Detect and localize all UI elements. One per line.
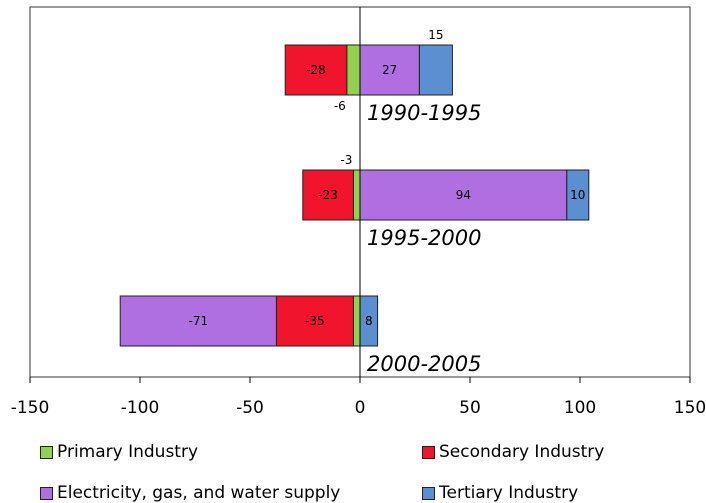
legend-item-primary-industry: Primary Industry (40, 442, 198, 462)
data-label-secondary-industry-1995-2000: -23 (318, 188, 338, 202)
x-tick-label--100: -100 (121, 398, 160, 418)
bar-secondary-industry-2000-2005 (275, 295, 354, 347)
legend-label-primary-industry: Primary Industry (57, 442, 199, 462)
bar-primary-industry-2000-2005 (352, 295, 361, 347)
bar-tertiary-industry-1995-2000 (566, 169, 590, 221)
data-label-tertiary-industry-1995-2000: 10 (570, 188, 585, 202)
category-label-2000-2005: 2000-2005 (367, 352, 481, 376)
legend-label-tertiary-industry: Tertiary Industry (439, 483, 579, 503)
legend-swatch-secondary-industry (422, 445, 435, 459)
bar-primary-industry-1995-2000 (352, 169, 361, 221)
chart-plot: -6 -28 27 15 1990-1995 -3 -23 94 10 1995-2000 -35 -… (11, 6, 706, 418)
data-label-tertiary-industry-1990-1995: 15 (428, 28, 443, 42)
data-label-electricity-gas-and-water-supply-1995-2000: 94 (456, 188, 471, 202)
legend-label-electricity-gas-water: Electricity, gas, and water supply (57, 483, 341, 503)
x-tick-label-100: 100 (564, 398, 596, 418)
x-tick-label-0: 0 (355, 398, 366, 418)
data-label-primary-industry-1990-1995: -6 (334, 99, 346, 113)
legend-item-secondary-industry: Secondary Industry (422, 442, 604, 462)
bar-electricity-gas-and-water-supply-1990-1995 (359, 44, 420, 96)
data-label-secondary-industry-2000-2005: -35 (305, 314, 325, 328)
data-label-secondary-industry-1990-1995: -28 (306, 63, 326, 77)
bar-primary-industry-1990-1995 (346, 44, 361, 96)
x-tick-label--150: -150 (11, 398, 50, 418)
legend-swatch-tertiary-industry (422, 486, 435, 500)
bar-secondary-industry-1990-1995 (284, 44, 348, 96)
x-tick-label--50: -50 (236, 398, 264, 418)
legend-item-tertiary-industry: Tertiary Industry (422, 483, 578, 503)
legend: Primary Industry Secondary Industry Elec… (0, 440, 706, 503)
category-label-1995-2000: 1995-2000 (367, 226, 481, 250)
legend-item-electricity-gas-water: Electricity, gas, and water supply (40, 483, 340, 503)
legend-label-secondary-industry: Secondary Industry (439, 442, 605, 462)
data-label-electricity-gas-and-water-supply-1990-1995: 27 (382, 63, 397, 77)
data-label-electricity-gas-and-water-supply-2000-2005: -71 (188, 314, 208, 328)
bar-tertiary-industry-1990-1995 (418, 44, 453, 96)
category-label-1990-1995: 1990-1995 (367, 101, 481, 125)
legend-swatch-primary-industry (40, 445, 53, 459)
bar-secondary-industry-1995-2000 (302, 169, 354, 221)
bar-electricity-gas-and-water-supply-1995-2000 (359, 169, 568, 221)
data-label-tertiary-industry-2000-2005: 8 (365, 314, 373, 328)
data-label-primary-industry-1995-2000: -3 (340, 153, 352, 167)
x-tick-label-50: 50 (459, 398, 481, 418)
x-tick-label-150: 150 (674, 398, 706, 418)
legend-swatch-electricity-gas-water (40, 486, 53, 500)
bar-electricity-gas-and-water-supply-2000-2005 (119, 295, 277, 347)
